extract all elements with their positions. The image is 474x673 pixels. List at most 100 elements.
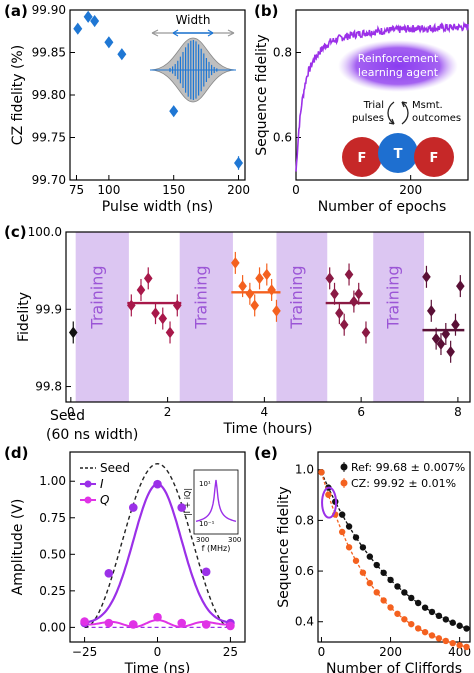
d-legend-q-label: Q: [100, 493, 109, 507]
x-tick-label: 200: [227, 183, 250, 197]
panel-d-label: (d): [4, 444, 28, 462]
x-tick-label: 2: [164, 405, 172, 419]
agent-label-line2: learning agent: [358, 66, 439, 79]
inset-d-xtick-right: 300: [228, 536, 241, 544]
e-data-point: [345, 544, 353, 551]
inset-d-ylabel: |I + iQ|: [183, 488, 192, 516]
x-axis-label: Time (ns): [124, 661, 191, 673]
x-tick-label: 200: [399, 183, 422, 197]
pulse-oscillation: [150, 40, 236, 100]
c-data-point: [354, 288, 364, 300]
e-data-point: [359, 569, 367, 576]
e-data-point: [463, 643, 470, 651]
c-data-point: [456, 280, 465, 292]
e-data-point: [414, 599, 422, 607]
x-tick-label: 75: [69, 183, 84, 197]
x-tick-label: 200: [379, 645, 402, 659]
y-tick-label: 0.8: [273, 46, 292, 60]
e-data-point: [428, 632, 436, 639]
y-tick-label: 99.9: [35, 302, 62, 316]
c-data-point: [143, 272, 153, 285]
y-tick-label: 1.00: [39, 474, 66, 488]
agent-label-line1: Reinforcement: [358, 52, 439, 65]
ball-right-label: F: [430, 151, 439, 166]
x-tick-label: 0: [318, 645, 326, 659]
d-q-point: [226, 621, 235, 631]
e-data-point: [387, 604, 394, 611]
training-label: Training: [384, 265, 403, 329]
e-data-point: [352, 534, 360, 541]
x-tick-label: −25: [72, 645, 97, 659]
c-data-point: [344, 268, 354, 281]
c-data-point: [325, 272, 334, 285]
c-data-point: [431, 332, 441, 345]
c-data-point: [250, 299, 259, 312]
d-q-point: [153, 612, 162, 622]
d-q-point: [80, 617, 89, 626]
inset-d-spectrum: 10¹ 10⁻¹ |I + iQ| 300 300 f (MHz): [183, 469, 241, 553]
panel-b-chart: 0 200 0.6 0.8 Number of epochs Sequence fidel…: [254, 9, 469, 215]
e-data-point: [428, 608, 436, 616]
a-data-point: [73, 22, 83, 35]
e-data-point: [449, 640, 456, 647]
panel-e-label: (e): [254, 444, 278, 462]
inset-d-xtick-left: 300: [196, 536, 209, 544]
e-highlight-ellipse: [321, 486, 338, 519]
c-data-point: [361, 326, 371, 339]
y-axis-label: Fidelity: [16, 292, 32, 342]
msmt-label-line2: outcomes: [412, 113, 461, 124]
c-data-point: [272, 305, 281, 317]
y-axis-label: Amplitude (V): [10, 499, 26, 596]
ball-right: [414, 137, 454, 177]
c-data-point: [231, 257, 240, 269]
a-data-point: [104, 36, 114, 49]
panel-a-label: (a): [4, 2, 28, 20]
e-data-point: [456, 622, 463, 629]
c-data-point: [127, 299, 136, 312]
training-band: [373, 232, 425, 402]
y-tick-label: 99.75: [32, 131, 66, 145]
e-data-point: [366, 553, 374, 560]
e-data-point: [442, 616, 450, 623]
training-label: Training: [191, 265, 210, 329]
training-band: [75, 232, 129, 402]
e-data-point: [463, 625, 470, 632]
d-q-point: [104, 618, 114, 628]
e-legend-label: CZ: 99.92 ± 0.01%: [351, 477, 456, 490]
x-tick-label: 100: [97, 183, 120, 197]
y-axis-label: Sequence fidelity: [276, 486, 292, 607]
d-q-point: [201, 620, 211, 629]
arrow-msmt: [401, 101, 409, 125]
c-data-point: [238, 280, 247, 292]
c-data-point: [267, 284, 276, 296]
e-data-point: [456, 641, 463, 649]
x-tick-label: 4: [261, 405, 269, 419]
c-data-point: [165, 326, 175, 339]
panel-b-label: (b): [254, 2, 278, 20]
arrow-msmt-head: [401, 101, 408, 108]
training-band: [179, 232, 233, 402]
a-data-point: [234, 156, 244, 170]
y-tick-label: 0.50: [39, 547, 66, 561]
d-legend-seed-label: Seed: [100, 461, 130, 475]
e-data-point: [421, 628, 429, 636]
e-data-point: [318, 469, 325, 476]
x-tick-label: 25: [223, 645, 238, 659]
e-data-point: [338, 528, 346, 536]
c-data-point: [426, 305, 436, 317]
e-fit-line: [320, 472, 467, 648]
seed-annotation-line1: Seed: [50, 408, 85, 424]
e-data-point: [408, 594, 415, 602]
x-axis-label: Number of Cliffords: [326, 661, 462, 673]
e-data-point: [435, 635, 443, 642]
y-tick-label: 99.70: [32, 173, 66, 187]
d-legend-i-label: I: [100, 477, 104, 491]
inset-d-ytick-bottom: 10⁻¹: [199, 520, 215, 528]
d-q-point: [128, 620, 138, 629]
inset-d-spectrum-curve: [195, 479, 237, 522]
e-data-point: [338, 511, 346, 518]
y-tick-label: 99.85: [32, 46, 66, 60]
ball-left: [342, 137, 382, 177]
e-legend-label: Ref: 99.68 ± 0.007%: [351, 461, 465, 474]
inset-a-width-label: Width: [176, 13, 211, 27]
